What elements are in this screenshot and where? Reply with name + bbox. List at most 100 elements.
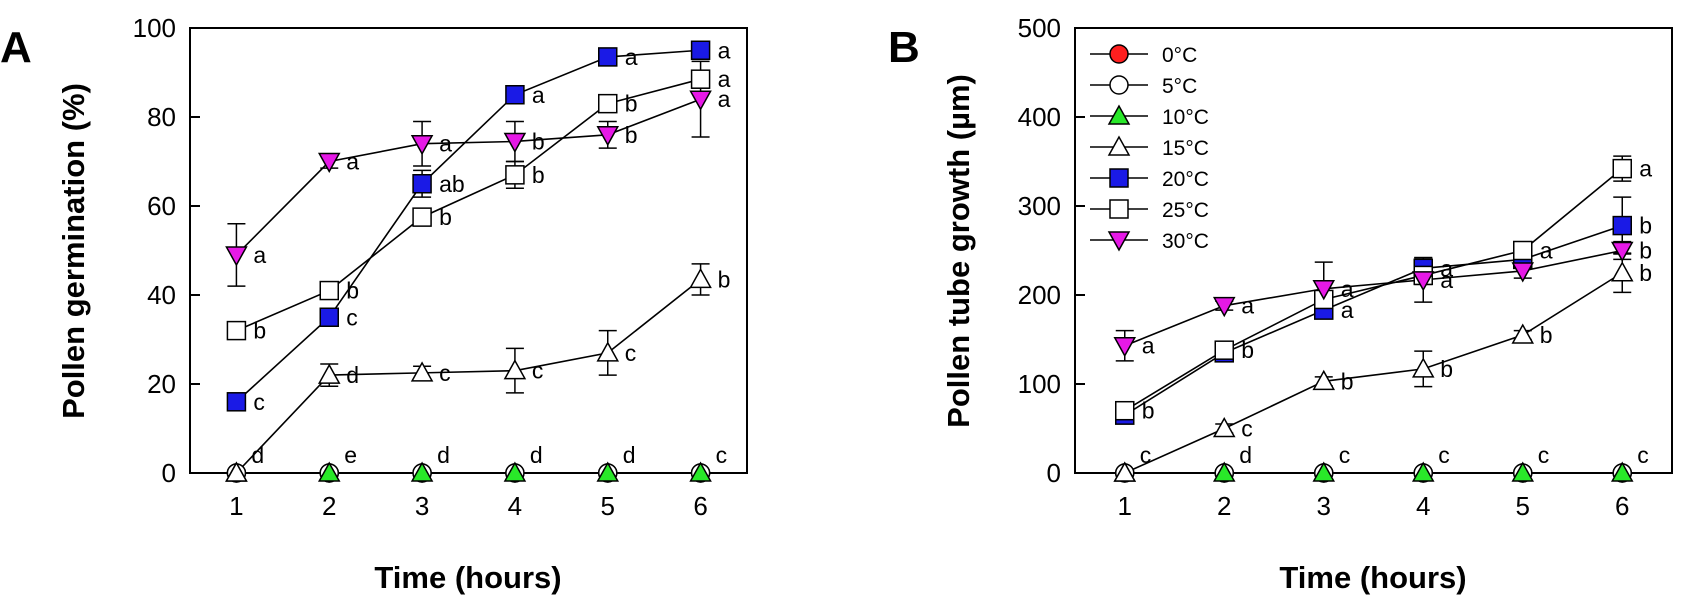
data-point-20c bbox=[1612, 215, 1632, 236]
significance-label: a bbox=[532, 82, 545, 108]
significance-label: d bbox=[530, 442, 543, 468]
panel-b-label: B bbox=[888, 23, 920, 72]
legend-label: 30°C bbox=[1162, 230, 1209, 253]
panel-b-ticks: 1 2 3 4 5 6 0 100 200 300 400 500 bbox=[1018, 13, 1630, 521]
significance-label: c bbox=[1241, 416, 1253, 442]
x-tick-label: 6 bbox=[693, 491, 707, 521]
data-point-15c bbox=[503, 359, 527, 380]
significance-label: b bbox=[625, 91, 638, 117]
panel-b-series-lines bbox=[1124, 168, 1623, 474]
data-point-25c bbox=[1513, 240, 1533, 261]
data-point-25c bbox=[505, 165, 525, 185]
significance-label: b bbox=[1341, 368, 1354, 394]
y-tick-label: 200 bbox=[1018, 280, 1061, 310]
x-tick-label: 3 bbox=[415, 491, 429, 521]
series-line-20c bbox=[235, 49, 701, 403]
significance-label: b bbox=[1142, 398, 1155, 424]
significance-label: a bbox=[1440, 267, 1453, 293]
significance-label: a bbox=[439, 131, 452, 157]
significance-label: c bbox=[532, 358, 544, 384]
x-tick-label: 3 bbox=[1317, 491, 1331, 521]
significance-label: a bbox=[718, 86, 731, 112]
data-point-20c bbox=[319, 307, 339, 327]
significance-label: a bbox=[1639, 156, 1652, 182]
significance-label: ab bbox=[439, 171, 465, 197]
significance-label: b bbox=[1440, 356, 1453, 382]
panel-b-legend: 0°C 5°C 10°C 15°C 20°C 25°C 30°C bbox=[1090, 44, 1209, 253]
legend-label: 0°C bbox=[1162, 44, 1197, 67]
series-line-25c bbox=[1124, 168, 1623, 412]
significance-label: b bbox=[532, 162, 545, 188]
significance-label: a bbox=[718, 37, 731, 63]
data-point-30c bbox=[1411, 271, 1435, 292]
panel-b-error-bars bbox=[1115, 155, 1632, 434]
data-point-30c bbox=[1610, 241, 1634, 263]
significance-label: b bbox=[718, 266, 731, 292]
data-point-10c bbox=[1312, 461, 1336, 482]
legend-label: 25°C bbox=[1162, 199, 1209, 222]
significance-label: a bbox=[1440, 255, 1453, 281]
significance-label: b bbox=[1639, 213, 1652, 239]
legend-marker-0c bbox=[1109, 44, 1129, 64]
significance-label: b bbox=[625, 122, 638, 148]
legend-label: 5°C bbox=[1162, 75, 1197, 98]
significance-label: d bbox=[623, 442, 636, 468]
significance-label: c bbox=[439, 360, 451, 386]
data-point-25c bbox=[319, 280, 339, 301]
panel-a-markers bbox=[225, 40, 712, 483]
data-point-30c bbox=[503, 132, 527, 154]
series-line-15c bbox=[235, 278, 702, 474]
x-tick-label: 1 bbox=[229, 491, 243, 521]
y-tick-label: 0 bbox=[162, 458, 176, 488]
data-point-30c bbox=[317, 152, 341, 174]
y-tick-label: 500 bbox=[1018, 13, 1061, 43]
x-tick-label: 5 bbox=[1516, 491, 1530, 521]
significance-label: c bbox=[625, 340, 637, 366]
significance-label: c bbox=[1538, 442, 1550, 468]
data-point-25c bbox=[598, 93, 618, 114]
panel-a-x-axis-title: Time (hours) bbox=[374, 560, 561, 595]
significance-label: b bbox=[1639, 260, 1652, 286]
series-line-25c bbox=[236, 78, 701, 332]
significance-label: a bbox=[1341, 276, 1354, 302]
data-point-25c bbox=[226, 320, 247, 341]
y-tick-label: 100 bbox=[1018, 369, 1061, 399]
x-tick-label: 1 bbox=[1118, 491, 1132, 521]
data-point-30c bbox=[1511, 262, 1535, 283]
significance-label: a bbox=[346, 149, 359, 175]
data-point-20c bbox=[226, 392, 247, 412]
data-point-20c bbox=[505, 85, 525, 105]
x-tick-label: 4 bbox=[508, 491, 522, 521]
legend-marker-5c bbox=[1109, 75, 1129, 95]
data-point-25c bbox=[1612, 158, 1632, 179]
series-line-20c bbox=[1124, 224, 1623, 416]
panel-a-series-lines bbox=[235, 49, 702, 474]
legend-marker-15c bbox=[1107, 135, 1131, 156]
data-point-30c bbox=[689, 90, 712, 111]
legend-label: 10°C bbox=[1162, 106, 1209, 129]
significance-label: a bbox=[1341, 297, 1354, 323]
data-point-25c bbox=[1214, 340, 1234, 360]
significance-label: c bbox=[716, 442, 728, 468]
data-point-20c bbox=[690, 40, 711, 60]
legend-marker-30c bbox=[1107, 231, 1131, 252]
data-point-10c bbox=[1610, 461, 1634, 482]
panel-a-plot-frame bbox=[189, 27, 748, 474]
data-point-30c bbox=[225, 246, 248, 267]
panel-a: A Time (hours) Pollen germination (%) 1 2… bbox=[0, 13, 748, 595]
y-tick-label: 300 bbox=[1018, 191, 1061, 221]
legend-marker-25c bbox=[1109, 199, 1129, 219]
x-tick-label: 4 bbox=[1416, 491, 1430, 521]
data-point-15c bbox=[1610, 261, 1634, 282]
significance-label: b bbox=[532, 128, 545, 154]
panel-b-y-axis-title: Pollen tube growth (µm) bbox=[941, 74, 976, 428]
significance-label: e bbox=[344, 442, 357, 468]
significance-label: a bbox=[625, 44, 638, 70]
panel-b-markers bbox=[1113, 158, 1634, 483]
legend-marker-10c bbox=[1107, 104, 1131, 125]
significance-label: c bbox=[253, 389, 265, 415]
data-point-30c bbox=[1212, 296, 1236, 318]
data-point-30c bbox=[596, 126, 620, 147]
data-point-15c bbox=[225, 461, 248, 482]
